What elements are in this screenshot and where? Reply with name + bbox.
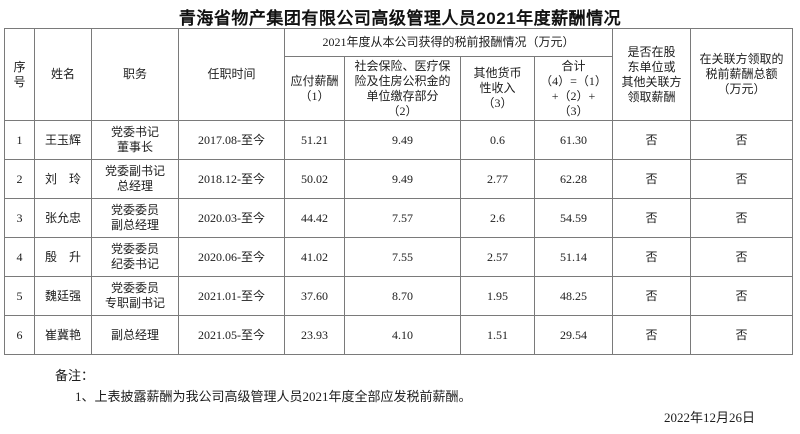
cell-other: 0.6 — [460, 120, 535, 160]
cell-payable: 50.02 — [284, 159, 345, 199]
page-title: 青海省物产集团有限公司高级管理人员2021年度薪酬情况 — [178, 9, 622, 28]
cell-other: 2.77 — [460, 159, 535, 199]
cell-position: 党委委员 纪委书记 — [91, 237, 179, 277]
cell-total: 54.59 — [533, 198, 614, 238]
cell-seq: 5 — [4, 276, 35, 316]
cell-name: 崔冀艳 — [34, 315, 92, 355]
header-total: 合计 （4）=（1） +（2）+ （3） — [533, 56, 614, 121]
cell-insurance: 4.10 — [344, 315, 461, 355]
cell-insurance: 7.57 — [344, 198, 461, 238]
table-row: 1 王玉辉 党委书记 董事长 2017.08-至今 51.21 9.49 0.6 61.30 否… — [4, 120, 794, 160]
cell-insurance: 8.70 — [344, 276, 461, 316]
note-item: 1、上表披露薪酬为我公司高级管理人员2021年度全部应发税前薪酬。 — [75, 389, 472, 404]
cell-name: 张允忠 — [34, 198, 92, 238]
cell-related: 否 — [690, 159, 794, 199]
cell-position: 党委委员 专职副书记 — [91, 276, 179, 316]
cell-total: 61.30 — [533, 120, 614, 160]
cell-shareholder: 否 — [612, 237, 692, 277]
cell-related: 否 — [690, 237, 794, 277]
cell-total: 48.25 — [533, 276, 614, 316]
cell-insurance: 9.49 — [344, 120, 461, 160]
header-row-top: 序 号 姓名 职务 任职时间 2021年度从本公司获得的税前报酬情况（万元） 是… — [4, 28, 794, 121]
header-related-party: 在关联方领取的 税前薪酬总额 （万元） — [690, 28, 794, 121]
cell-name: 魏廷强 — [34, 276, 92, 316]
notes-label: 备注： — [55, 368, 95, 383]
cell-tenure: 2021.01-至今 — [178, 276, 285, 316]
cell-seq: 2 — [4, 159, 35, 199]
cell-payable: 51.21 — [284, 120, 345, 160]
header-insurance: 社会保险、医疗保 险及住房公积金的 单位缴存部分 （2） — [344, 56, 461, 121]
table-header: 序 号 姓名 职务 任职时间 2021年度从本公司获得的税前报酬情况（万元） 是… — [4, 28, 794, 121]
header-other-income: 其他货币 性收入 （3） — [460, 56, 535, 121]
cell-name: 刘 玲 — [34, 159, 92, 199]
cell-insurance: 9.49 — [344, 159, 461, 199]
cell-seq: 3 — [4, 198, 35, 238]
table-row: 3 张允忠 党委委员 副总经理 2020.03-至今 44.42 7.57 2.6 54.59… — [4, 198, 794, 238]
cell-other: 2.6 — [460, 198, 535, 238]
cell-total: 29.54 — [533, 315, 614, 355]
header-compensation-group: 2021年度从本公司获得的税前报酬情况（万元） — [283, 28, 614, 57]
cell-name: 殷 升 — [34, 237, 92, 277]
cell-other: 1.51 — [460, 315, 535, 355]
cell-position: 副总经理 — [91, 315, 179, 355]
cell-seq: 1 — [4, 120, 35, 160]
cell-payable: 23.93 — [284, 315, 345, 355]
cell-shareholder: 否 — [612, 276, 692, 316]
cell-payable: 44.42 — [284, 198, 345, 238]
cell-seq: 4 — [4, 237, 35, 277]
salary-table: 序 号 姓名 职务 任职时间 2021年度从本公司获得的税前报酬情况（万元） 是… — [4, 28, 794, 355]
table-row: 6 崔冀艳 副总经理 2021.05-至今 23.93 4.10 1.51 29.54 否否 — [4, 315, 794, 355]
cell-position: 党委委员 副总经理 — [91, 198, 179, 238]
cell-tenure: 2021.05-至今 — [178, 315, 285, 355]
cell-tenure: 2018.12-至今 — [178, 159, 285, 199]
table-body: 1 王玉辉 党委书记 董事长 2017.08-至今 51.21 9.49 0.6 61.30 否… — [4, 120, 794, 355]
header-tenure: 任职时间 — [178, 28, 285, 121]
cell-payable: 37.60 — [284, 276, 345, 316]
cell-shareholder: 否 — [612, 159, 692, 199]
cell-shareholder: 否 — [612, 198, 692, 238]
cell-payable: 41.02 — [284, 237, 345, 277]
cell-related: 否 — [690, 276, 794, 316]
header-row-sub: 应付薪酬 （1） 社会保险、医疗保 险及住房公积金的 单位缴存部分 （2） 其他… — [5, 56, 793, 121]
table-row: 5 魏廷强 党委委员 专职副书记 2021.01-至今 37.60 8.70 1.95 48.… — [4, 276, 794, 316]
cell-shareholder: 否 — [612, 315, 692, 355]
notes: 备注： 1、上表披露薪酬为我公司高级管理人员2021年度全部应发税前薪酬。 — [55, 365, 472, 405]
header-name: 姓名 — [34, 28, 92, 121]
cell-insurance: 7.55 — [344, 237, 461, 277]
cell-shareholder: 否 — [612, 120, 692, 160]
cell-related: 否 — [690, 120, 794, 160]
header-payable: 应付薪酬 （1） — [284, 56, 345, 121]
header-seq: 序 号 — [4, 28, 35, 121]
cell-tenure: 2020.03-至今 — [178, 198, 285, 238]
cell-related: 否 — [690, 198, 794, 238]
document-date: 2022年12月26日 — [663, 410, 755, 425]
header-position: 职务 — [91, 28, 179, 121]
cell-tenure: 2020.06-至今 — [178, 237, 285, 277]
cell-other: 1.95 — [460, 276, 535, 316]
cell-total: 51.14 — [533, 237, 614, 277]
cell-other: 2.57 — [460, 237, 535, 277]
cell-name: 王玉辉 — [34, 120, 92, 160]
cell-total: 62.28 — [533, 159, 614, 199]
cell-seq: 6 — [4, 315, 35, 355]
cell-related: 否 — [690, 315, 794, 355]
cell-tenure: 2017.08-至今 — [178, 120, 285, 160]
header-shareholder: 是否在股 东单位或 其他关联方 领取薪酬 — [612, 28, 692, 121]
cell-position: 党委书记 董事长 — [91, 120, 179, 160]
cell-position: 党委副书记 总经理 — [91, 159, 179, 199]
